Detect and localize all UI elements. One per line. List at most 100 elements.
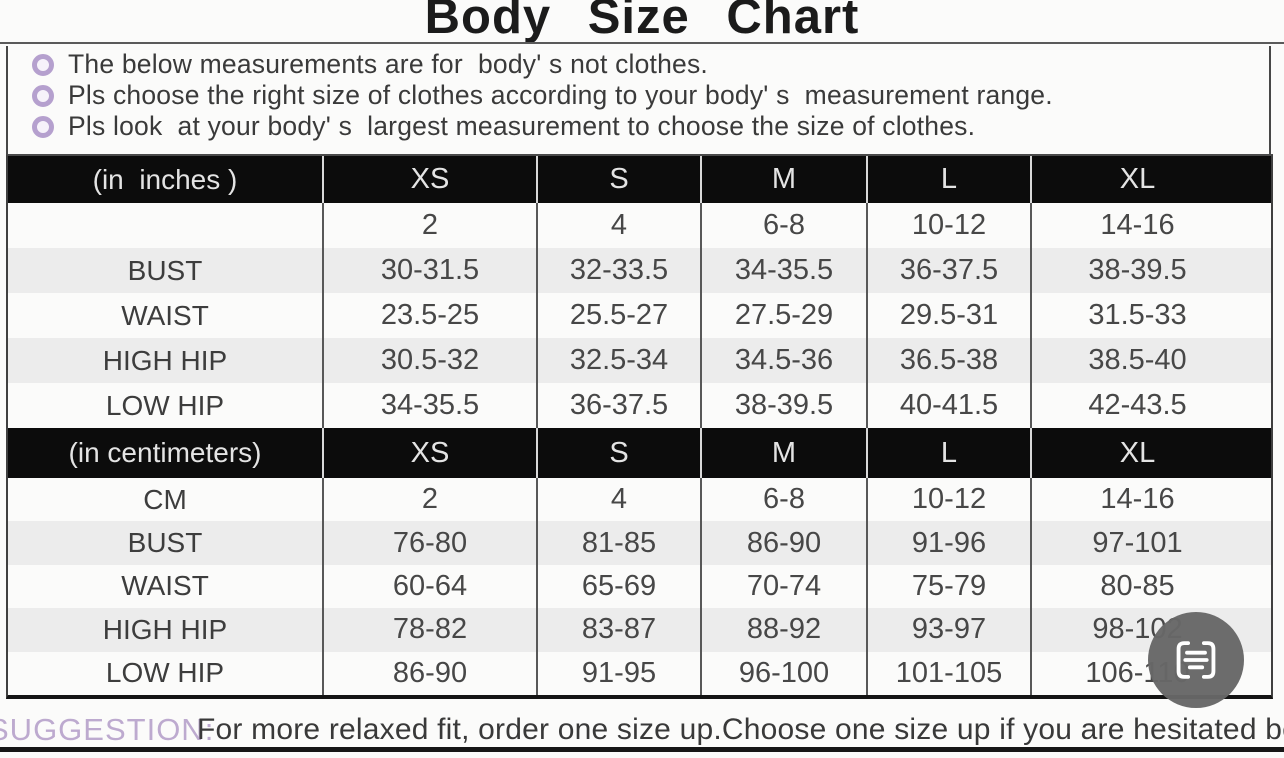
- size-value-cell: 36.5-38: [866, 338, 1030, 383]
- title-divider: [0, 42, 1284, 44]
- size-value-cell: 6-8: [700, 203, 866, 248]
- size-value-cell: 91-95: [536, 651, 700, 695]
- size-value-cell: 60-64: [322, 564, 536, 609]
- size-value-cell: 25.5-27: [536, 293, 700, 338]
- size-value-cell: 32-33.5: [536, 248, 700, 293]
- note-text: Pls choose the right size of clothes acc…: [68, 80, 1053, 110]
- bullet-icon: [32, 84, 54, 107]
- size-value-cell: 31.5-33: [1030, 293, 1271, 338]
- table-header-row: (in inches ) XS S M L XL: [8, 156, 1271, 203]
- notes-section: The below measurements are for body' s n…: [6, 46, 1271, 154]
- size-value-cell: 101-105: [866, 651, 1030, 695]
- bullet-icon: [32, 115, 54, 138]
- size-value-cell: 83-87: [536, 608, 700, 652]
- row-label-cell: HIGH HIP: [102, 613, 228, 645]
- size-value-cell: 34-35.5: [700, 248, 866, 293]
- note-line: Pls look at your body' s largest measure…: [28, 111, 1269, 142]
- size-value-cell: 6-8: [700, 478, 866, 522]
- size-value-cell: 4: [536, 203, 700, 248]
- size-value-cell: 14-16: [1030, 478, 1271, 522]
- size-value-cell: 78-82: [322, 608, 536, 652]
- size-value-cell: 97-101: [1030, 521, 1271, 565]
- size-value-cell: 27.5-29: [700, 293, 866, 338]
- size-value-cell: 10-12: [866, 478, 1030, 522]
- page-title: Body Size Chart: [424, 0, 860, 44]
- size-value-cell: 2: [322, 478, 536, 522]
- size-value-cell: 30.5-32: [322, 338, 536, 383]
- size-value-cell: 36-37.5: [536, 383, 700, 428]
- size-value-cell: 10-12: [866, 203, 1030, 248]
- row-label-cell: LOW HIP: [105, 657, 225, 689]
- suggestion-text: For more relaxed fit, order one size up.…: [197, 713, 1284, 746]
- table-row: CM 2 4 6-8 10-12 14-16: [8, 478, 1271, 522]
- table-row: WAIST 60-64 65-69 70-74 75-79 80-85: [8, 564, 1271, 609]
- column-header-s: S: [536, 156, 700, 203]
- row-label-cell: WAIST: [121, 570, 209, 602]
- column-header-l: L: [866, 428, 1030, 478]
- table-row: HIGH HIP 30.5-32 32.5-34 34.5-36 36.5-38…: [8, 338, 1271, 383]
- row-label-cell: CM: [143, 483, 187, 515]
- size-value-cell: 80-85: [1030, 564, 1271, 609]
- row-label-cell: BUST: [127, 254, 203, 286]
- table-row: BUST 76-80 81-85 86-90 91-96 97-101: [8, 521, 1271, 565]
- row-label-cell: LOW HIP: [105, 389, 225, 421]
- bottom-divider: [0, 747, 1284, 752]
- table-row: 2 4 6-8 10-12 14-16: [8, 203, 1271, 248]
- size-value-cell: 30-31.5: [322, 248, 536, 293]
- column-header-xl: XL: [1030, 156, 1271, 203]
- table-row: WAIST 23.5-25 25.5-27 27.5-29 29.5-31 31…: [8, 293, 1271, 338]
- size-value-cell: 91-96: [866, 521, 1030, 565]
- size-value-cell: 34-35.5: [322, 383, 536, 428]
- note-line: Pls choose the right size of clothes acc…: [28, 80, 1269, 111]
- table-row: HIGH HIP 78-82 83-87 88-92 93-97 98-102: [8, 608, 1271, 652]
- size-table-centimeters: (in centimeters) XS S M L XL CM 2 4 6-8 …: [6, 428, 1273, 699]
- size-value-cell: 38-39.5: [700, 383, 866, 428]
- size-value-cell: 23.5-25: [322, 293, 536, 338]
- size-value-cell: 34.5-36: [700, 338, 866, 383]
- size-value-cell: 40-41.5: [866, 383, 1030, 428]
- size-value-cell: 70-74: [700, 564, 866, 609]
- row-label-cell: [8, 203, 322, 248]
- note-text: The below measurements are for body' s n…: [68, 49, 708, 79]
- size-value-cell: 36-37.5: [866, 248, 1030, 293]
- column-header-l: L: [866, 156, 1030, 203]
- column-header-xs: XS: [322, 428, 536, 478]
- row-label-cell: BUST: [127, 527, 203, 559]
- note-line: The below measurements are for body' s n…: [28, 49, 1269, 80]
- size-value-cell: 76-80: [322, 521, 536, 565]
- column-header-m: M: [700, 428, 866, 478]
- extract-text-button[interactable]: [1148, 612, 1244, 708]
- table-row: LOW HIP 34-35.5 36-37.5 38-39.5 40-41.5 …: [8, 383, 1271, 428]
- size-value-cell: 14-16: [1030, 203, 1271, 248]
- size-value-cell: 38.5-40: [1030, 338, 1271, 383]
- size-value-cell: 88-92: [700, 608, 866, 652]
- size-value-cell: 65-69: [536, 564, 700, 609]
- size-table-inches: (in inches ) XS S M L XL 2 4 6-8 10-12 1…: [6, 154, 1273, 428]
- scan-text-icon: [1169, 633, 1223, 687]
- size-value-cell: 42-43.5: [1030, 383, 1271, 428]
- size-value-cell: 86-90: [700, 521, 866, 565]
- size-value-cell: 93-97: [866, 608, 1030, 652]
- column-header-s: S: [536, 428, 700, 478]
- size-value-cell: 32.5-34: [536, 338, 700, 383]
- size-value-cell: 75-79: [866, 564, 1030, 609]
- row-label-cell: HIGH HIP: [102, 344, 228, 376]
- size-value-cell: 29.5-31: [866, 293, 1030, 338]
- size-value-cell: 96-100: [700, 651, 866, 695]
- unit-header-cell: (in centimeters): [8, 428, 322, 478]
- note-text: Pls look at your body' s largest measure…: [68, 111, 976, 141]
- size-value-cell: 38-39.5: [1030, 248, 1271, 293]
- size-value-cell: 81-85: [536, 521, 700, 565]
- size-value-cell: 2: [322, 203, 536, 248]
- bullet-icon: [32, 53, 54, 76]
- unit-header-cell: (in inches ): [8, 156, 322, 203]
- table-row: BUST 30-31.5 32-33.5 34-35.5 36-37.5 38-…: [8, 248, 1271, 293]
- size-value-cell: 4: [536, 478, 700, 522]
- size-value-cell: 86-90: [322, 651, 536, 695]
- column-header-m: M: [700, 156, 866, 203]
- table-row: LOW HIP 86-90 91-95 96-100 101-105 106-1…: [8, 651, 1271, 695]
- column-header-xl: XL: [1030, 428, 1271, 478]
- table-header-row: (in centimeters) XS S M L XL: [8, 428, 1271, 478]
- row-label-cell: WAIST: [121, 299, 209, 331]
